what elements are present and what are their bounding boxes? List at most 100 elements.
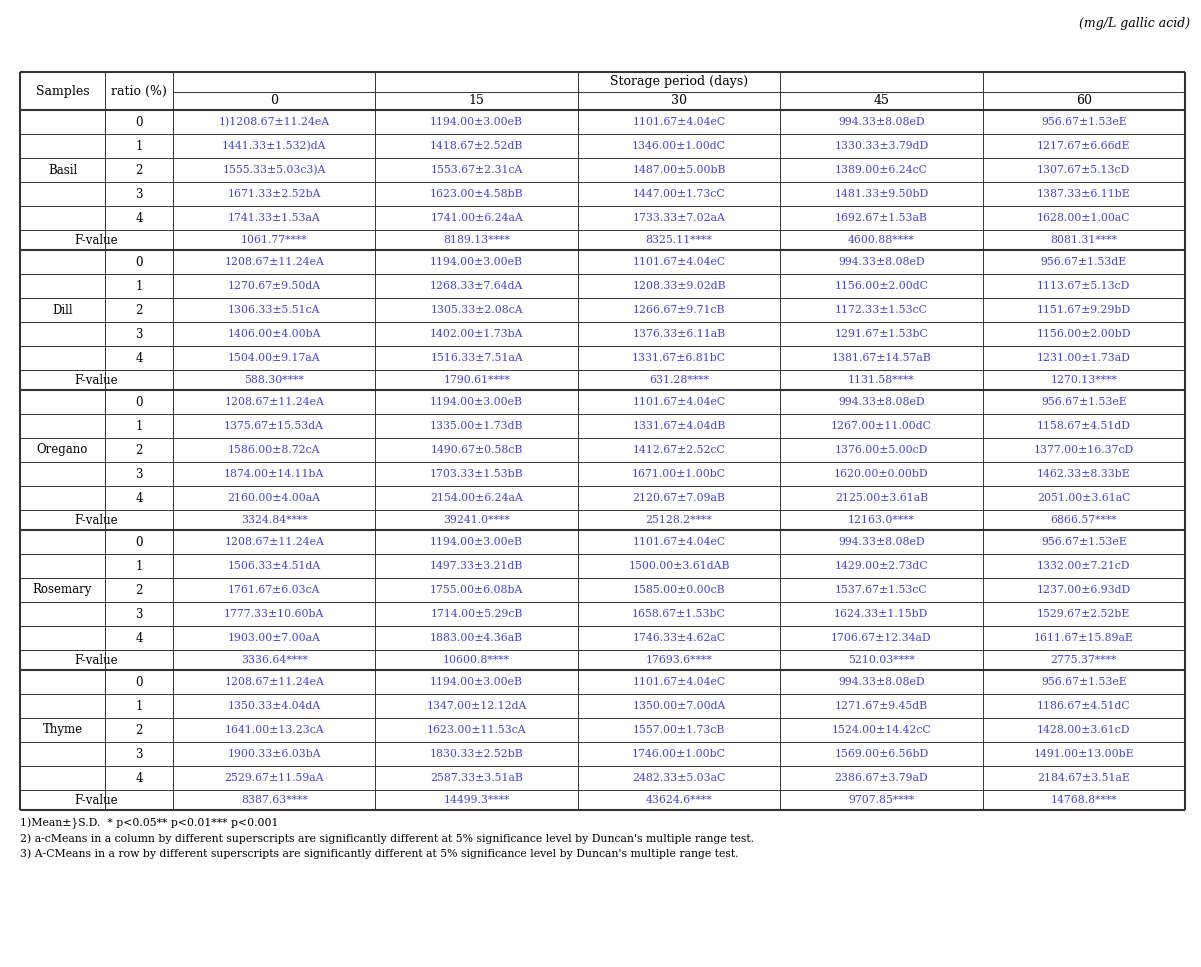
Text: 2: 2 xyxy=(136,304,143,316)
Text: 1706.67±12.34aD: 1706.67±12.34aD xyxy=(831,633,932,643)
Text: 1537.67±1.53cC: 1537.67±1.53cC xyxy=(835,585,927,595)
Text: 2: 2 xyxy=(136,583,143,597)
Text: 1208.67±11.24eA: 1208.67±11.24eA xyxy=(225,257,324,267)
Text: 994.33±8.08eD: 994.33±8.08eD xyxy=(838,537,925,547)
Text: 1387.33±6.11bE: 1387.33±6.11bE xyxy=(1036,189,1130,199)
Text: 8189.13****: 8189.13**** xyxy=(443,235,510,245)
Text: 1194.00±3.00eB: 1194.00±3.00eB xyxy=(430,397,524,407)
Text: 1101.67±4.04eC: 1101.67±4.04eC xyxy=(633,117,725,127)
Text: 1186.67±4.51dC: 1186.67±4.51dC xyxy=(1036,701,1130,711)
Text: 1441.33±1.532)dA: 1441.33±1.532)dA xyxy=(222,141,327,151)
Text: 45: 45 xyxy=(873,95,889,107)
Text: 2: 2 xyxy=(136,163,143,177)
Text: 1377.00±16.37cD: 1377.00±16.37cD xyxy=(1034,445,1134,455)
Text: 1641.00±13.23cA: 1641.00±13.23cA xyxy=(225,725,324,735)
Text: Storage period (days): Storage period (days) xyxy=(610,75,748,89)
Text: 4: 4 xyxy=(136,772,143,784)
Text: 1113.67±5.13cD: 1113.67±5.13cD xyxy=(1038,281,1130,291)
Text: 1376.33±6.11aB: 1376.33±6.11aB xyxy=(633,329,725,339)
Text: 1194.00±3.00eB: 1194.00±3.00eB xyxy=(430,537,524,547)
Text: 1418.67±2.52dB: 1418.67±2.52dB xyxy=(430,141,524,151)
Text: 1462.33±8.33bE: 1462.33±8.33bE xyxy=(1036,469,1130,479)
Text: ratio (%): ratio (%) xyxy=(110,84,167,98)
Text: 1375.67±15.53dA: 1375.67±15.53dA xyxy=(225,421,324,431)
Text: 43624.6****: 43624.6**** xyxy=(646,795,712,805)
Text: 3336.64****: 3336.64**** xyxy=(241,655,307,665)
Text: 2154.00±6.24aA: 2154.00±6.24aA xyxy=(430,493,522,503)
Text: 1101.67±4.04eC: 1101.67±4.04eC xyxy=(633,677,725,687)
Text: 588.30****: 588.30**** xyxy=(244,375,304,385)
Text: 8325.11****: 8325.11**** xyxy=(646,235,712,245)
Text: 5210.03****: 5210.03**** xyxy=(848,655,915,665)
Text: 1703.33±1.53bB: 1703.33±1.53bB xyxy=(430,469,524,479)
Text: 1624.33±1.15bD: 1624.33±1.15bD xyxy=(835,609,928,619)
Text: 994.33±8.08eD: 994.33±8.08eD xyxy=(838,257,925,267)
Text: 12163.0****: 12163.0**** xyxy=(848,515,915,525)
Text: 2125.00±3.61aB: 2125.00±3.61aB xyxy=(835,493,928,503)
Text: 1158.67±4.51dD: 1158.67±4.51dD xyxy=(1036,421,1131,431)
Text: 1628.00±1.00aC: 1628.00±1.00aC xyxy=(1036,213,1130,223)
Text: F-value: F-value xyxy=(74,373,119,387)
Text: 15: 15 xyxy=(468,95,484,107)
Text: 3: 3 xyxy=(136,747,143,760)
Text: Dill: Dill xyxy=(52,304,73,316)
Text: 1: 1 xyxy=(136,560,143,572)
Text: 1: 1 xyxy=(136,279,143,292)
Text: (mg/L gallic acid): (mg/L gallic acid) xyxy=(1078,17,1190,30)
Text: 17693.6****: 17693.6**** xyxy=(646,655,712,665)
Text: 1741.33±1.53aA: 1741.33±1.53aA xyxy=(228,213,321,223)
Text: 994.33±8.08eD: 994.33±8.08eD xyxy=(838,397,925,407)
Text: 1761.67±6.03cA: 1761.67±6.03cA xyxy=(228,585,321,595)
Text: 1172.33±1.53cC: 1172.33±1.53cC xyxy=(835,305,928,315)
Text: 3: 3 xyxy=(136,188,143,200)
Text: 1194.00±3.00eB: 1194.00±3.00eB xyxy=(430,257,524,267)
Text: 994.33±8.08eD: 994.33±8.08eD xyxy=(838,117,925,127)
Text: 1658.67±1.53bC: 1658.67±1.53bC xyxy=(632,609,725,619)
Text: 1529.67±2.52bE: 1529.67±2.52bE xyxy=(1038,609,1130,619)
Text: 6866.57****: 6866.57**** xyxy=(1051,515,1117,525)
Text: 1270.67±9.50dA: 1270.67±9.50dA xyxy=(228,281,321,291)
Text: 1: 1 xyxy=(136,420,143,432)
Text: F-value: F-value xyxy=(74,654,119,666)
Text: 1428.00±3.61cD: 1428.00±3.61cD xyxy=(1036,725,1130,735)
Text: 14768.8****: 14768.8**** xyxy=(1051,795,1117,805)
Text: 2529.67±11.59aA: 2529.67±11.59aA xyxy=(225,773,324,783)
Text: 1402.00±1.73bA: 1402.00±1.73bA xyxy=(430,329,524,339)
Text: 1883.00±4.36aB: 1883.00±4.36aB xyxy=(430,633,524,643)
Text: 1151.67±9.29bD: 1151.67±9.29bD xyxy=(1036,305,1131,315)
Text: F-value: F-value xyxy=(74,233,119,247)
Text: 1777.33±10.60bA: 1777.33±10.60bA xyxy=(225,609,324,619)
Text: 1101.67±4.04eC: 1101.67±4.04eC xyxy=(633,397,725,407)
Text: 631.28****: 631.28**** xyxy=(649,375,709,385)
Text: 1524.00±14.42cC: 1524.00±14.42cC xyxy=(831,725,931,735)
Text: 1101.67±4.04eC: 1101.67±4.04eC xyxy=(633,537,725,547)
Text: 2587.33±3.51aB: 2587.33±3.51aB xyxy=(430,773,522,783)
Text: 1412.67±2.52cC: 1412.67±2.52cC xyxy=(633,445,725,455)
Text: 2160.00±4.00aA: 2160.00±4.00aA xyxy=(228,493,321,503)
Text: 1156.00±2.00bD: 1156.00±2.00bD xyxy=(1036,329,1131,339)
Text: 1500.00±3.61dAB: 1500.00±3.61dAB xyxy=(628,561,730,571)
Text: 1208.67±11.24eA: 1208.67±11.24eA xyxy=(225,397,324,407)
Text: 1504.00±9.17aA: 1504.00±9.17aA xyxy=(228,353,321,363)
Text: 956.67±1.53eE: 956.67±1.53eE xyxy=(1041,677,1127,687)
Text: 1: 1 xyxy=(136,699,143,713)
Text: 1)1208.67±11.24eA: 1)1208.67±11.24eA xyxy=(219,117,330,127)
Text: 1714.00±5.29cB: 1714.00±5.29cB xyxy=(430,609,522,619)
Text: 1481.33±9.50bD: 1481.33±9.50bD xyxy=(835,189,928,199)
Text: 1569.00±6.56bD: 1569.00±6.56bD xyxy=(835,749,928,759)
Text: 1623.00±11.53cA: 1623.00±11.53cA xyxy=(426,725,526,735)
Text: 1755.00±6.08bA: 1755.00±6.08bA xyxy=(430,585,524,595)
Text: 2: 2 xyxy=(136,444,143,456)
Text: 3) A-CMeans in a row by different superscripts are significantly different at 5%: 3) A-CMeans in a row by different supers… xyxy=(20,848,739,859)
Text: 0: 0 xyxy=(136,536,143,548)
Text: 60: 60 xyxy=(1076,95,1092,107)
Text: 1491.00±13.00bE: 1491.00±13.00bE xyxy=(1034,749,1134,759)
Text: 2184.67±3.51aE: 2184.67±3.51aE xyxy=(1038,773,1130,783)
Text: 956.67±1.53eE: 956.67±1.53eE xyxy=(1041,537,1127,547)
Text: 1266.67±9.71cB: 1266.67±9.71cB xyxy=(633,305,725,315)
Text: 0: 0 xyxy=(136,115,143,129)
Text: 9707.85****: 9707.85**** xyxy=(848,795,915,805)
Text: F-value: F-value xyxy=(74,513,119,526)
Text: 1381.67±14.57aB: 1381.67±14.57aB xyxy=(831,353,931,363)
Text: 1746.00±1.00bC: 1746.00±1.00bC xyxy=(632,749,725,759)
